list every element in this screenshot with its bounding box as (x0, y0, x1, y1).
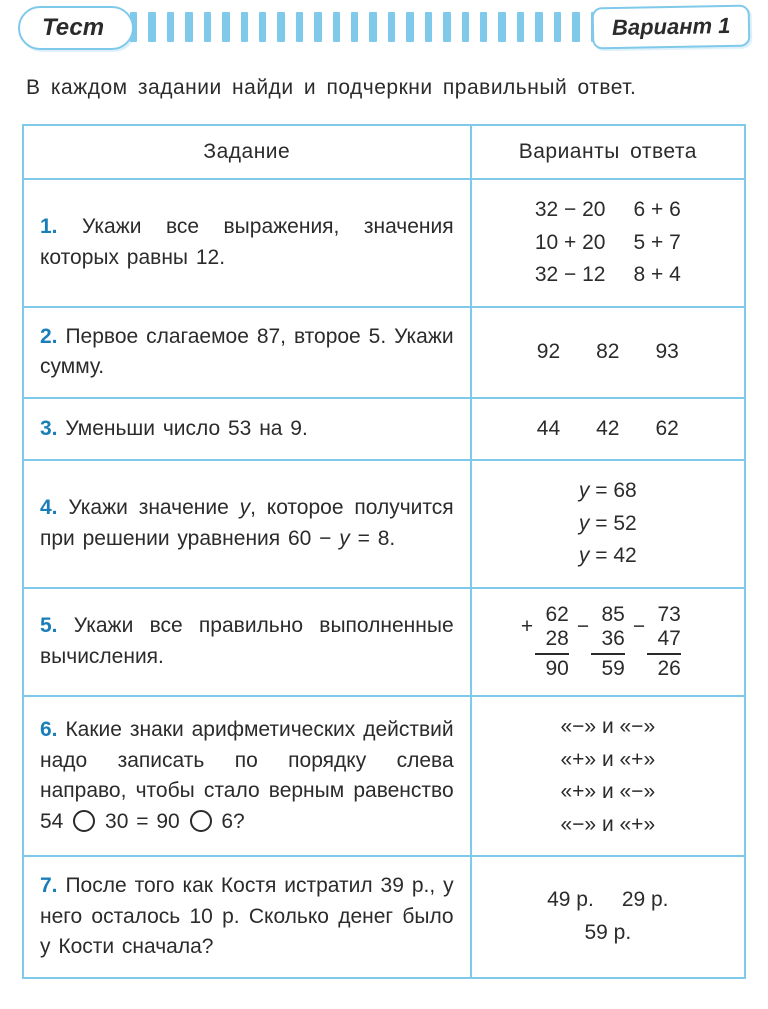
instruction-text: В каждом задании найди и подчеркни прави… (26, 76, 742, 100)
task-cell: 3. Уменьши число 53 на 9. (23, 398, 471, 461)
variant-label: Вариант 1 (591, 5, 750, 50)
table-row: 6. Какие знаки арифметических действий н… (23, 696, 745, 856)
answer-option: 82 (596, 336, 619, 369)
answer-option: «−» и «−» (488, 711, 728, 744)
variable-y: y (240, 496, 251, 519)
answer-option: 92 (537, 336, 560, 369)
col-header-answers: Варианты ответа (471, 125, 745, 179)
task-number: 4. (40, 496, 68, 519)
answer-cell: +622890 −853659 −734726 (471, 588, 745, 696)
table-row: 3. Уменьши число 53 на 9. 44 42 62 (23, 398, 745, 461)
answer-option: «−» и «+» (488, 809, 728, 842)
task-cell: 7. После того как Костя истратил 39 р., … (23, 856, 471, 977)
table-row: 1. Укажи все выражения, значения которых… (23, 179, 745, 307)
task-number: 5. (40, 614, 74, 637)
task-number: 1. (40, 215, 82, 238)
task-cell: 6. Какие знаки арифметических действий н… (23, 696, 471, 856)
task-cell: 1. Укажи все выражения, значения которых… (23, 179, 471, 307)
answer-cell: 49 р. 29 р. 59 р. (471, 856, 745, 977)
task-number: 3. (40, 417, 65, 440)
answer-option: 32 − 20 (535, 194, 606, 227)
task-cell: 4. Укажи значение y, которое получится п… (23, 460, 471, 588)
blank-circle (190, 810, 212, 832)
answer-option: 10 + 20 (535, 227, 606, 260)
answer-cell: «−» и «−»«+» и «+»«+» и «−»«−» и «+» (471, 696, 745, 856)
answer-option: y = 68 (488, 475, 728, 508)
dash-pattern (130, 12, 598, 42)
answer-option: 8 + 4 (633, 259, 680, 292)
table-row: 2. Первое слагаемое 87, второе 5. Укажи … (23, 307, 745, 398)
answer-cell: 44 42 62 (471, 398, 745, 461)
answer-option: «+» и «+» (488, 744, 728, 777)
blank-circle (73, 810, 95, 832)
answer-option: 49 р. (547, 884, 594, 917)
answer-option: 59 р. (584, 921, 631, 944)
answer-cell: y = 68y = 52y = 42 (471, 460, 745, 588)
answer-option: 5 + 7 (633, 227, 680, 260)
answer-option: 62 (655, 413, 678, 446)
answer-option: 29 р. (622, 884, 669, 917)
table-row: 4. Укажи значение y, которое получится п… (23, 460, 745, 588)
answer-option: y = 52 (488, 508, 728, 541)
column-operation: −853659 (591, 603, 625, 681)
column-operation: −734726 (647, 603, 681, 681)
column-operation: +622890 (535, 603, 569, 681)
quiz-body: 1. Укажи все выражения, значения которых… (23, 179, 745, 978)
answer-option: y = 42 (488, 540, 728, 573)
answer-option: 32 − 12 (535, 259, 606, 292)
test-label: Тест (18, 6, 134, 50)
table-row: 5. Укажи все правильно выполненные вычис… (23, 588, 745, 696)
quiz-table: Задание Варианты ответа 1. Укажи все выр… (22, 124, 746, 979)
task-number: 6. (40, 718, 65, 741)
variable-y: y (339, 527, 350, 550)
answer-cell: 32 − 20 6 + 6 10 + 20 5 + 7 32 − 12 8 + 4 (471, 179, 745, 307)
answer-option: 44 (537, 413, 560, 446)
col-header-task: Задание (23, 125, 471, 179)
answer-option: «+» и «−» (488, 776, 728, 809)
table-row: 7. После того как Костя истратил 39 р., … (23, 856, 745, 977)
answer-option: 93 (655, 336, 678, 369)
answer-option: 6 + 6 (633, 194, 680, 227)
header-strip: Тест Вариант 1 (0, 0, 768, 58)
answer-option: 42 (596, 413, 619, 446)
answer-cell: 92 82 93 (471, 307, 745, 398)
task-cell: 5. Укажи все правильно выполненные вычис… (23, 588, 471, 696)
task-cell: 2. Первое слагаемое 87, второе 5. Укажи … (23, 307, 471, 398)
task-number: 2. (40, 325, 65, 348)
task-number: 7. (40, 874, 65, 897)
